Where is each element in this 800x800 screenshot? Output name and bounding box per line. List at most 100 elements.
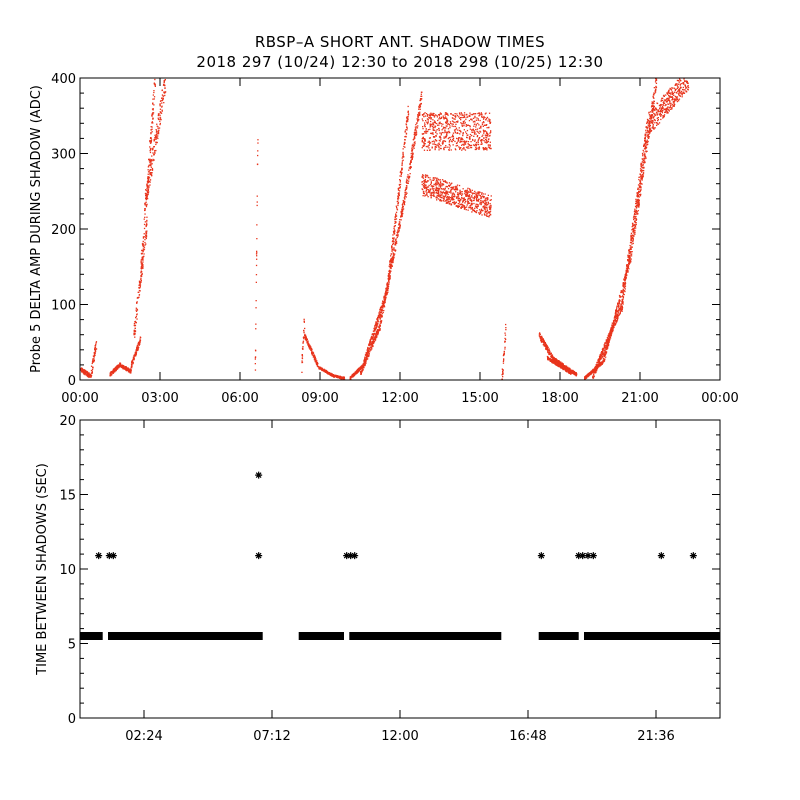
amplitude-point <box>422 138 425 140</box>
amplitude-point <box>160 111 162 114</box>
amplitude-point <box>448 141 450 143</box>
amplitude-point <box>406 178 408 180</box>
amplitude-point <box>163 102 165 104</box>
amplitude-point <box>560 364 562 367</box>
amplitude-point <box>156 142 158 144</box>
amplitude-point <box>575 372 577 374</box>
amplitude-point <box>149 169 151 171</box>
amplitude-point <box>442 195 444 197</box>
amplitude-point <box>301 357 303 359</box>
amplitude-point <box>434 147 436 149</box>
amplitude-point <box>476 135 479 137</box>
amplitude-point <box>456 196 458 198</box>
amplitude-point <box>429 192 431 194</box>
amplitude-point <box>485 148 487 150</box>
amplitude-point <box>475 146 477 149</box>
amplitude-point <box>399 223 401 225</box>
amplitude-point <box>454 188 456 190</box>
amplitude-point <box>453 201 455 203</box>
amplitude-point <box>328 373 330 375</box>
amplitude-point <box>445 196 448 198</box>
amplitude-point <box>599 362 602 364</box>
amplitude-point <box>393 229 396 231</box>
amplitude-point <box>543 341 545 343</box>
amplitude-point <box>134 351 137 353</box>
amplitude-point <box>467 145 469 148</box>
amplitude-point <box>621 290 623 292</box>
amplitude-point <box>547 358 549 360</box>
amplitude-point <box>478 198 480 200</box>
amplitude-point <box>142 237 145 239</box>
amplitude-point <box>616 305 618 307</box>
amplitude-point <box>328 372 331 374</box>
amplitude-point <box>407 110 409 112</box>
amplitude-point <box>376 334 379 336</box>
amplitude-point <box>379 318 382 320</box>
amplitude-point <box>455 145 457 147</box>
amplitude-point <box>479 201 481 203</box>
amplitude-point <box>456 205 458 207</box>
amplitude-point <box>588 372 591 374</box>
amplitude-point <box>395 240 397 242</box>
amplitude-point <box>403 145 405 148</box>
amplitude-point <box>159 111 161 113</box>
amplitude-point <box>151 114 153 116</box>
amplitude-point <box>378 330 380 332</box>
amplitude-point <box>411 149 413 152</box>
amplitude-point <box>148 159 151 161</box>
amplitude-point <box>459 200 461 202</box>
amplitude-point <box>399 183 402 186</box>
amplitude-point <box>86 370 88 373</box>
amplitude-point <box>134 354 136 356</box>
amplitude-point <box>400 173 402 175</box>
amplitude-point <box>474 207 476 209</box>
amplitude-point <box>146 220 148 222</box>
amplitude-point <box>490 214 492 216</box>
amplitude-point <box>476 207 478 209</box>
amplitude-point <box>147 191 149 194</box>
amplitude-point <box>617 303 619 306</box>
amplitude-point <box>422 177 424 179</box>
amplitude-point <box>133 355 135 357</box>
amplitude-point <box>449 127 451 129</box>
amplitude-point <box>80 369 82 371</box>
amplitude-point <box>614 315 617 317</box>
amplitude-point <box>143 249 145 251</box>
amplitude-point <box>617 306 620 308</box>
amplitude-point <box>383 297 385 299</box>
amplitude-point <box>540 339 542 342</box>
amplitude-point <box>462 199 464 201</box>
amplitude-point <box>489 141 491 143</box>
amplitude-point <box>603 353 606 355</box>
amplitude-point <box>464 143 467 145</box>
amplitude-point <box>459 189 461 191</box>
amplitude-point <box>544 342 546 345</box>
amplitude-point <box>142 259 144 261</box>
amplitude-point <box>485 138 487 141</box>
amplitude-point <box>424 140 426 142</box>
amplitude-point <box>597 367 599 369</box>
amplitude-point <box>148 191 150 193</box>
amplitude-point <box>399 221 401 223</box>
amplitude-point <box>458 205 461 207</box>
amplitude-point <box>371 344 374 346</box>
amplitude-point <box>433 191 435 193</box>
amplitude-point <box>426 149 428 151</box>
amplitude-point <box>560 361 562 363</box>
amplitude-point <box>470 146 472 149</box>
amplitude-point <box>436 129 438 131</box>
amplitude-point <box>604 350 606 352</box>
amplitude-point <box>323 370 325 373</box>
amplitude-point <box>422 192 425 194</box>
amplitude-point <box>616 311 619 313</box>
amplitude-point <box>462 132 464 134</box>
amplitude-point <box>135 351 138 354</box>
amplitude-point <box>486 127 488 129</box>
amplitude-point <box>435 135 437 137</box>
amplitude-point <box>447 193 449 196</box>
amplitude-point <box>379 308 381 310</box>
shadow-amplitude-panel: 00:00 03:00 06:00 09:00 12:00 15:00 18:00 21:00… <box>29 72 739 406</box>
amplitude-point <box>141 257 143 259</box>
amplitude-point <box>433 143 435 145</box>
amplitude-point <box>93 356 95 358</box>
